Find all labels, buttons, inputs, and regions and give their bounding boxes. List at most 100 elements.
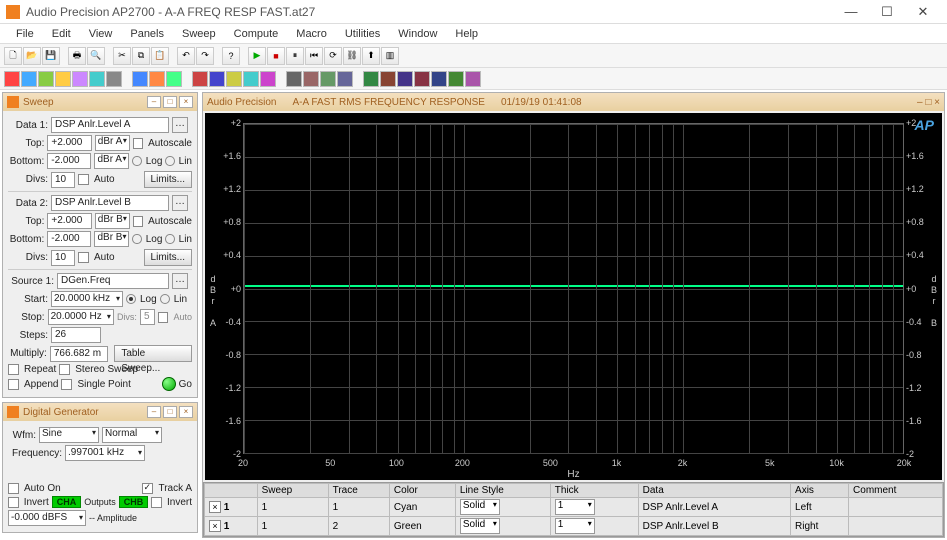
invert-check[interactable] [8, 497, 19, 508]
tb-save-icon[interactable]: 💾 [42, 47, 60, 65]
repeat-check[interactable] [8, 364, 19, 375]
tb2-17-icon[interactable] [303, 71, 319, 87]
tb2-24-icon[interactable] [431, 71, 447, 87]
data2-auto-check[interactable] [78, 252, 89, 263]
close-button[interactable]: ✕ [905, 1, 941, 23]
tb2-15-icon[interactable] [260, 71, 276, 87]
tb2-8-icon[interactable] [132, 71, 148, 87]
tb2-9-icon[interactable] [149, 71, 165, 87]
tb-open-icon[interactable]: 📂 [23, 47, 41, 65]
start-log-radio[interactable] [126, 294, 136, 304]
menu-file[interactable]: File [8, 26, 42, 42]
data2-divs-field[interactable]: 10 [51, 250, 75, 266]
data1-autoscale-check[interactable] [133, 138, 143, 149]
data2-top-field[interactable]: +2.000 [47, 213, 91, 229]
menu-help[interactable]: Help [447, 26, 486, 42]
stop-divs-field[interactable]: 5 [140, 309, 155, 325]
tb2-3-icon[interactable] [38, 71, 54, 87]
data1-bottom-field[interactable]: -2.000 [47, 153, 91, 169]
tb2-5-icon[interactable] [72, 71, 88, 87]
stereo-check[interactable] [59, 364, 70, 375]
sweep-close-icon[interactable]: × [179, 96, 193, 108]
menu-panels[interactable]: Panels [122, 26, 172, 42]
tb-export-icon[interactable]: ⬆ [362, 47, 380, 65]
data1-top-field[interactable]: +2.000 [47, 135, 91, 151]
tb-rewind-icon[interactable]: ⏮ [305, 47, 323, 65]
legend-row-toggle[interactable]: × [209, 520, 221, 532]
tracka-check[interactable] [142, 483, 153, 494]
data1-auto-check[interactable] [78, 174, 89, 185]
tb-help-icon[interactable]: ? [222, 47, 240, 65]
tb2-16-icon[interactable] [286, 71, 302, 87]
tb2-11-icon[interactable] [192, 71, 208, 87]
minimize-button[interactable]: — [833, 1, 869, 23]
steps-field[interactable]: 26 [51, 327, 101, 343]
graph-close-icon[interactable]: × [934, 97, 940, 108]
tb-print-icon[interactable]: 🖶 [68, 47, 86, 65]
data1-limits-button[interactable]: Limits... [144, 171, 192, 188]
source1-field[interactable]: DGen.Freq [57, 273, 169, 289]
data1-field[interactable]: DSP Anlr.Level A [51, 117, 169, 133]
append-check[interactable] [8, 379, 19, 390]
tb2-19-icon[interactable] [337, 71, 353, 87]
tb-undo-icon[interactable]: ↶ [177, 47, 195, 65]
data1-divs-field[interactable]: 10 [51, 172, 75, 188]
data1-bottom-unit[interactable]: dBr A [94, 153, 129, 169]
menu-window[interactable]: Window [390, 26, 445, 42]
tb-loop-icon[interactable]: ⟳ [324, 47, 342, 65]
data2-bottom-unit[interactable]: dBr B [94, 231, 129, 247]
menu-edit[interactable]: Edit [44, 26, 79, 42]
stop-field[interactable]: 20.0000 Hz [48, 309, 114, 325]
tb-link-icon[interactable]: ⛓ [343, 47, 361, 65]
data1-lin-radio[interactable] [165, 156, 174, 166]
legend-row[interactable]: × 111CyanSolid1DSP Anlr.Level ALeft [205, 498, 943, 517]
single-check[interactable] [61, 379, 72, 390]
source1-browse-button[interactable]: … [172, 273, 188, 289]
maximize-button[interactable]: ☐ [869, 1, 905, 23]
tb2-25-icon[interactable] [448, 71, 464, 87]
tb2-4-icon[interactable] [55, 71, 71, 87]
menu-macro[interactable]: Macro [288, 26, 335, 42]
data2-top-unit[interactable]: dBr B [95, 213, 130, 229]
tb2-18-icon[interactable] [320, 71, 336, 87]
tb2-13-icon[interactable] [226, 71, 242, 87]
data2-limits-button[interactable]: Limits... [144, 249, 192, 266]
tb-redo-icon[interactable]: ↷ [196, 47, 214, 65]
graph-max-icon[interactable]: □ [925, 97, 931, 108]
freq-field[interactable]: .997001 kHz [65, 445, 145, 461]
data2-field[interactable]: DSP Anlr.Level B [51, 195, 169, 211]
tb-panel-icon[interactable]: ▥ [381, 47, 399, 65]
stop-auto-check[interactable] [158, 312, 168, 323]
tb-cut-icon[interactable]: ✂ [113, 47, 131, 65]
tb-run-icon[interactable]: ▶ [248, 47, 266, 65]
tb2-7-icon[interactable] [106, 71, 122, 87]
data1-browse-button[interactable]: … [172, 117, 188, 133]
tb2-14-icon[interactable] [243, 71, 259, 87]
autoon-check[interactable] [8, 483, 19, 494]
tb2-2-icon[interactable] [21, 71, 37, 87]
start-lin-radio[interactable] [160, 294, 170, 304]
tb2-1-icon[interactable] [4, 71, 20, 87]
tb2-21-icon[interactable] [380, 71, 396, 87]
multiply-field[interactable]: 766.682 m [50, 346, 108, 362]
table-sweep-button[interactable]: Table Sweep... [114, 345, 192, 362]
data2-browse-button[interactable]: … [172, 195, 188, 211]
menu-utilities[interactable]: Utilities [337, 26, 388, 42]
menu-compute[interactable]: Compute [226, 26, 287, 42]
tb-preview-icon[interactable]: 🔍 [87, 47, 105, 65]
tb2-26-icon[interactable] [465, 71, 481, 87]
dgen-close-icon[interactable]: × [179, 406, 193, 418]
menu-view[interactable]: View [81, 26, 121, 42]
tb2-10-icon[interactable] [166, 71, 182, 87]
graph-min-icon[interactable]: – [917, 97, 923, 108]
dbfs-field[interactable]: -0.000 dBFS [8, 510, 86, 526]
menu-sweep[interactable]: Sweep [174, 26, 224, 42]
start-field[interactable]: 20.0000 kHz [51, 291, 123, 307]
tb-stop-icon[interactable]: ■ [267, 47, 285, 65]
invert2-check[interactable] [151, 497, 162, 508]
data2-autoscale-check[interactable] [133, 216, 143, 227]
dgen-min-icon[interactable]: – [147, 406, 161, 418]
go-button-icon[interactable] [162, 377, 176, 391]
wfm-mode-select[interactable]: Normal [102, 427, 162, 443]
wfm-select[interactable]: Sine [39, 427, 99, 443]
